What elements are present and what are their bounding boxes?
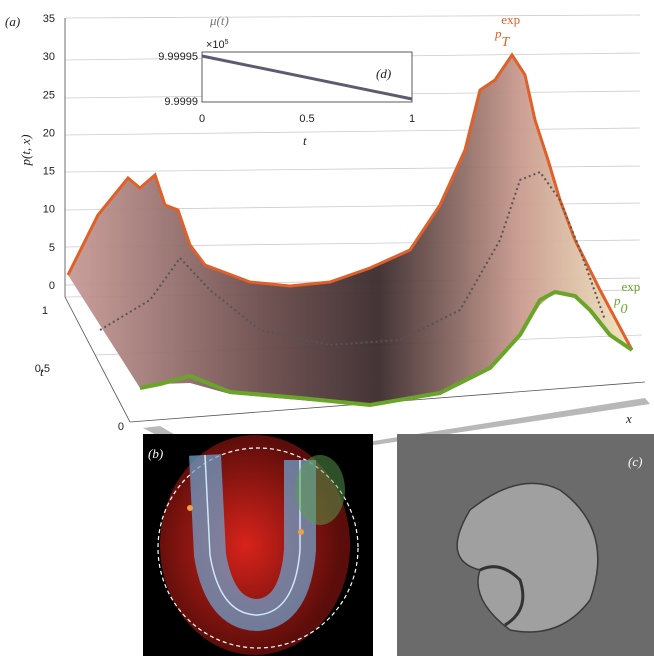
- inset-x-tick: 0.5: [299, 113, 314, 125]
- t-tick-label: 1: [42, 305, 48, 317]
- inset-y-tick: 9.99995: [158, 51, 198, 63]
- panel-label: (c): [628, 454, 642, 469]
- z-tick-label: 0: [49, 280, 55, 292]
- z-tick-label: 30: [43, 51, 55, 63]
- panel-label: (d): [376, 66, 391, 81]
- inset-x-tick: 1: [409, 113, 415, 125]
- z-tick-label: 5: [49, 242, 55, 254]
- inset-x-tick: 0: [199, 113, 205, 125]
- final-curve-label: pTexp: [494, 12, 520, 50]
- panel-label: (a): [5, 14, 20, 29]
- label-sup: exp: [501, 12, 520, 27]
- surface: [68, 55, 632, 406]
- inset-y-label: μ(t): [209, 13, 229, 28]
- z-tick-label: 15: [43, 166, 55, 178]
- exponent-power: 5: [225, 39, 229, 46]
- z-tick-label: 20: [43, 127, 55, 139]
- inset-y-tick: 9.9999: [164, 96, 198, 108]
- t-tick-label: 0.5: [35, 363, 50, 375]
- t-tick-label: 0: [118, 421, 124, 433]
- inset-exponent: ×105: [206, 39, 229, 51]
- label-sup: exp: [622, 279, 641, 294]
- z-axis-label: p(t, x): [18, 134, 33, 166]
- exponent-base: ×10: [206, 39, 225, 51]
- z-tick-label: 25: [43, 89, 55, 101]
- micrograph-c: [397, 434, 654, 656]
- label-sub: 0: [621, 302, 628, 317]
- initial-curve-label: p0exp: [613, 279, 640, 317]
- figure: (a) p(t, x) t x pTexp p0exp μ(t) ×105 9.…: [0, 0, 654, 656]
- label-sub: T: [502, 35, 511, 50]
- micrograph-b: [143, 434, 373, 656]
- x-axis-label: x: [625, 411, 632, 426]
- z-tick-label: 10: [43, 204, 55, 216]
- panel-label: (b): [148, 446, 163, 461]
- inset-x-label: t: [303, 133, 307, 148]
- z-tick-label: 35: [43, 13, 55, 25]
